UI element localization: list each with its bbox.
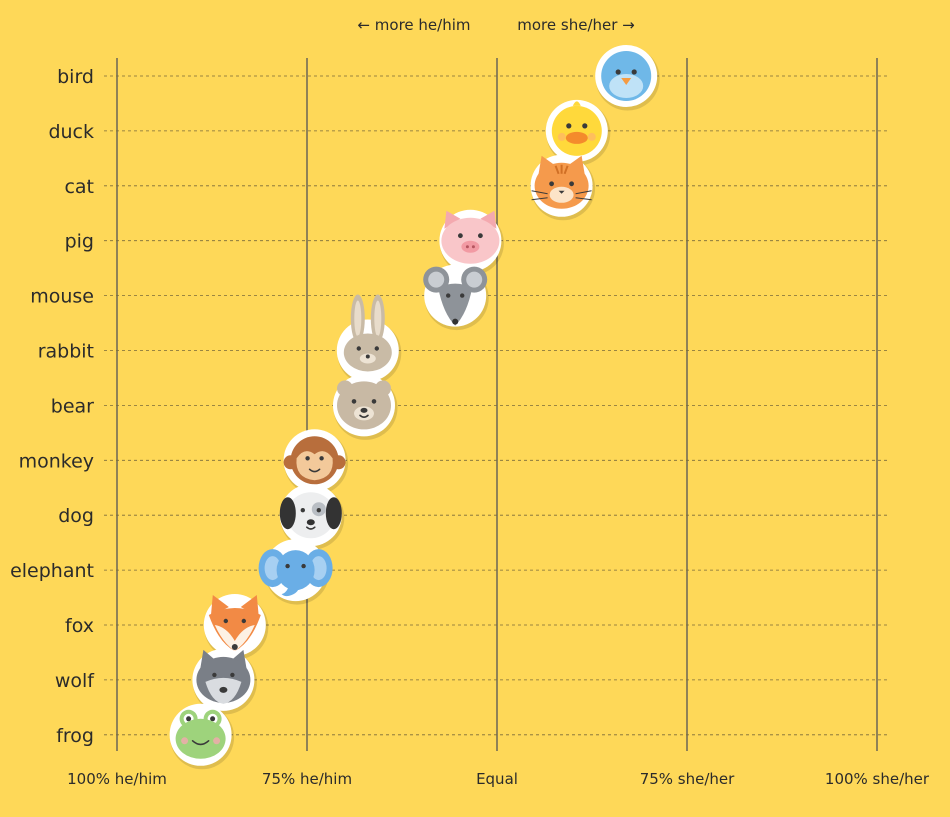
rabbit-marker bbox=[336, 294, 402, 385]
category-label: cat bbox=[64, 176, 94, 198]
monkey-face-icon bbox=[283, 436, 346, 485]
horizontal-gridlines bbox=[104, 75, 890, 736]
direction-label-left: ← more he/him bbox=[357, 16, 470, 34]
cat-marker bbox=[530, 154, 596, 221]
pig-face-icon bbox=[441, 210, 500, 264]
category-label: dog bbox=[58, 505, 94, 527]
elephant-marker bbox=[258, 539, 333, 605]
category-label: mouse bbox=[30, 286, 94, 308]
elephant-face-icon bbox=[258, 549, 333, 597]
bird-face-icon bbox=[601, 51, 652, 101]
category-label: monkey bbox=[19, 450, 94, 472]
x-tick-label: 100% she/her bbox=[825, 770, 930, 788]
bear-marker bbox=[333, 374, 398, 440]
bird-marker bbox=[595, 45, 660, 111]
frog-face-icon bbox=[175, 709, 226, 759]
x-tick-labels: 100% he/him 75% he/him Equal 75% she/her 100… bbox=[67, 770, 930, 788]
fox-marker bbox=[203, 594, 269, 660]
vertical-gridlines bbox=[116, 58, 878, 751]
pig-marker bbox=[439, 209, 504, 276]
duck-marker bbox=[545, 99, 611, 166]
x-tick-label: 75% she/her bbox=[640, 770, 735, 788]
direction-label-right: more she/her → bbox=[517, 16, 634, 34]
category-label: bird bbox=[57, 66, 94, 88]
rabbit-face-icon bbox=[343, 294, 392, 372]
category-label: pig bbox=[65, 231, 94, 253]
mouse-face-icon bbox=[423, 266, 488, 326]
x-tick-label: 75% he/him bbox=[262, 770, 352, 788]
wolf-face-icon bbox=[196, 649, 251, 704]
x-tick-label: Equal bbox=[476, 770, 518, 788]
bear-face-icon bbox=[337, 380, 391, 430]
category-label: fox bbox=[65, 615, 94, 637]
cat-face-icon bbox=[531, 155, 592, 209]
category-label: frog bbox=[56, 725, 94, 747]
category-label: bear bbox=[51, 395, 94, 417]
duck-face-icon bbox=[551, 101, 602, 156]
dog-marker bbox=[279, 484, 345, 550]
animal-markers bbox=[169, 45, 660, 770]
wolf-marker bbox=[192, 648, 257, 715]
dog-face-icon bbox=[279, 492, 342, 539]
category-label: duck bbox=[48, 121, 94, 143]
x-tick-label: 100% he/him bbox=[67, 770, 167, 788]
fox-face-icon bbox=[208, 595, 261, 651]
category-label: rabbit bbox=[38, 341, 94, 363]
mouse-marker bbox=[423, 264, 489, 331]
category-labels: bird duck cat pig mouse rabbit bear monkey dog el… bbox=[10, 66, 95, 747]
frog-marker bbox=[169, 703, 235, 770]
category-label: elephant bbox=[10, 560, 94, 582]
category-label: wolf bbox=[55, 670, 95, 692]
monkey-marker bbox=[283, 429, 349, 495]
